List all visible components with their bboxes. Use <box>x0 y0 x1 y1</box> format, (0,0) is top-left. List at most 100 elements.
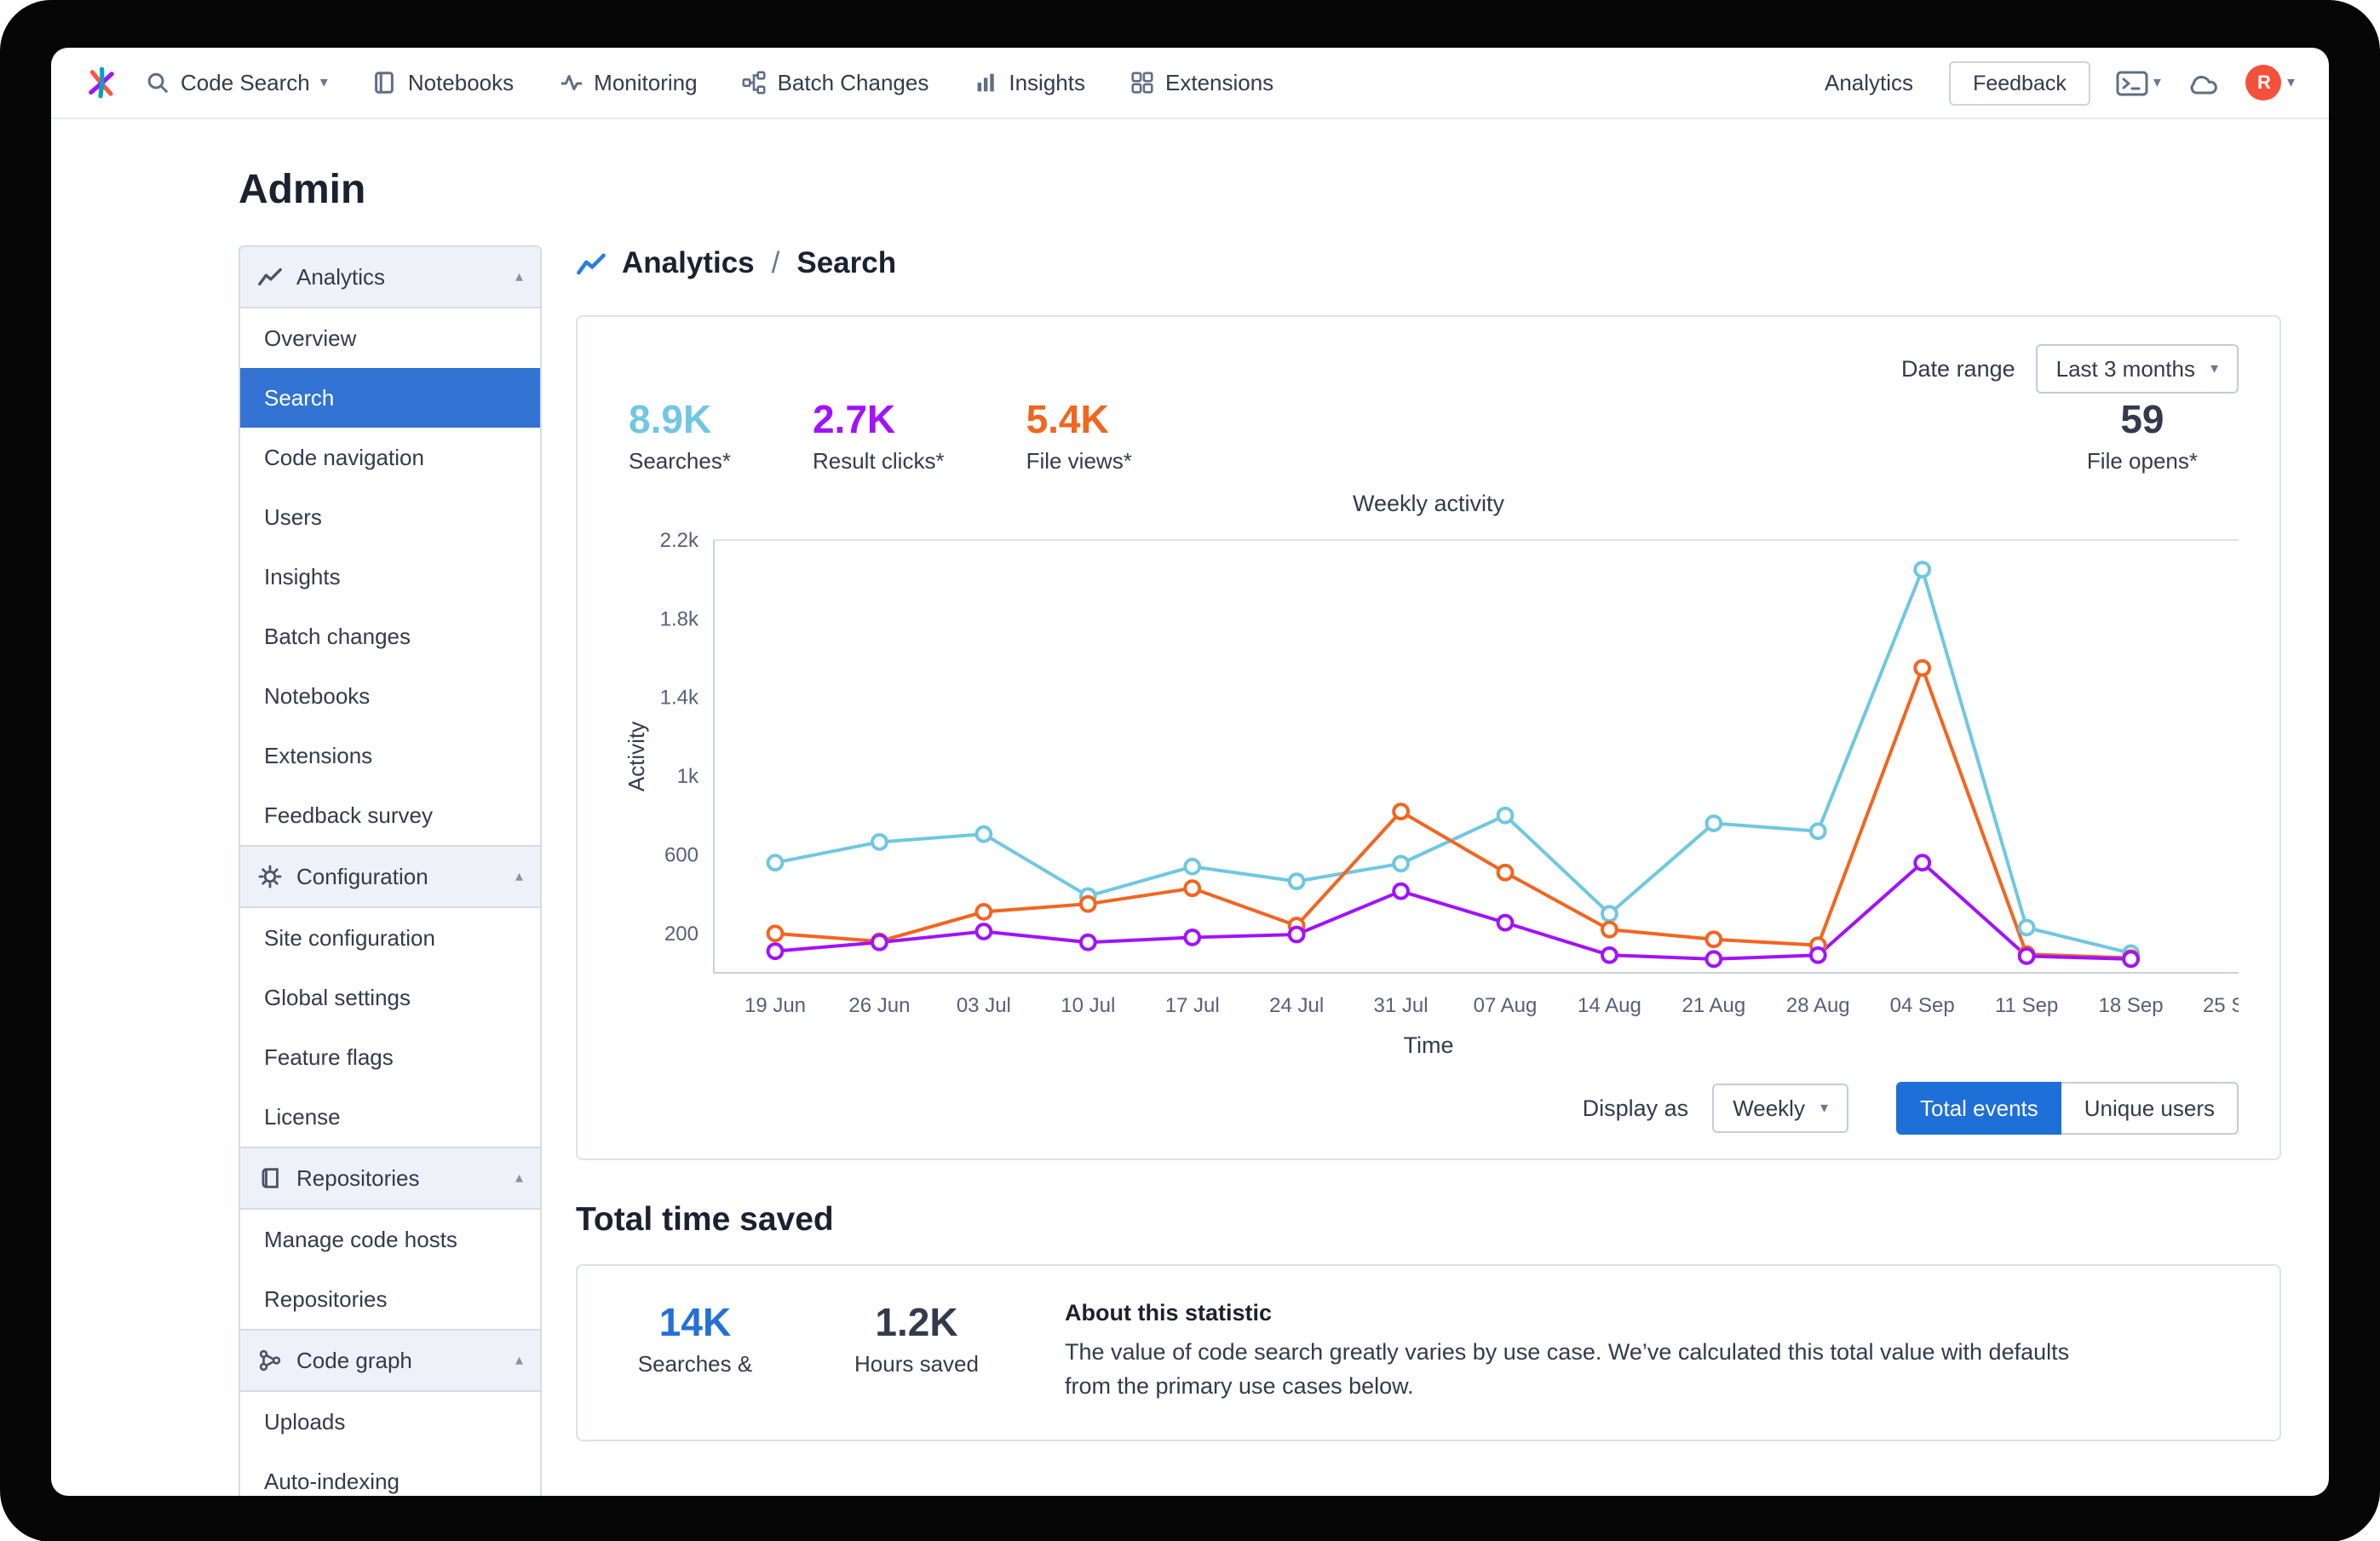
nav-item-insights[interactable]: Insights <box>973 70 1085 95</box>
chevron-down-icon: ▾ <box>1819 1099 1829 1116</box>
svg-text:18 Sep: 18 Sep <box>2099 994 2164 1017</box>
section-heading-total-time-saved: Total time saved <box>576 1201 834 1239</box>
chevron-down-icon: ▾ <box>2153 73 2161 90</box>
events-toggle-group: Total events Unique users <box>1896 1082 2239 1135</box>
stats-row: 8.9K Searches* 2.7K Result clicks* 5.4K … <box>618 397 2239 474</box>
terminal-icon <box>2116 70 2148 95</box>
total-events-button[interactable]: Total events <box>1896 1082 2062 1135</box>
nav-item-label: Extensions <box>1165 70 1274 95</box>
batch-changes-icon <box>742 70 767 95</box>
sidebar-item-batch-changes[interactable]: Batch changes <box>264 624 411 649</box>
time-saved-card: 14K Searches & 1.2K Hours saved About th… <box>576 1264 2281 1440</box>
cloud-status-button[interactable] <box>2187 69 2221 96</box>
breadcrumb-page: Search <box>796 245 897 279</box>
chevron-down-icon: ▾ <box>2286 73 2295 90</box>
stat-value: 59 <box>2120 397 2164 441</box>
terminal-menu-button[interactable]: ▾ <box>2116 69 2161 96</box>
display-as-select[interactable]: Weekly ▾ <box>1712 1084 1849 1133</box>
svg-text:19 Jun: 19 Jun <box>744 994 806 1017</box>
sidebar-item-overview[interactable]: Overview <box>264 325 357 351</box>
sidebar-item-extensions[interactable]: Extensions <box>264 743 373 768</box>
chevron-up-icon: ▴ <box>515 867 523 884</box>
nav-item-monitoring[interactable]: Monitoring <box>558 70 698 95</box>
sidebar-item-code-navigation[interactable]: Code navigation <box>264 445 424 470</box>
svg-text:1.4k: 1.4k <box>660 687 699 710</box>
feedback-button[interactable]: Feedback <box>1949 60 2090 105</box>
stat-label: File opens* <box>2086 448 2198 474</box>
display-as-value: Weekly <box>1733 1095 1805 1121</box>
sidebar-group-label: Configuration <box>296 864 428 889</box>
sidebar-group-label: Analytics <box>296 264 386 290</box>
svg-text:28 Aug: 28 Aug <box>1786 994 1850 1017</box>
display-as-row: Display as Weekly ▾ Total events Unique … <box>618 1082 2239 1135</box>
notebook-icon <box>372 70 398 95</box>
nav-item-code-search[interactable]: Code Search ▾ <box>145 70 328 95</box>
sidebar-item-uploads[interactable]: Uploads <box>264 1409 346 1435</box>
line-chart-icon <box>257 264 283 290</box>
nav-item-label: Code Search <box>181 70 310 95</box>
weekly-activity-chart: 200 600 1k 1.4k 1.8k 2.2k 19 Jun 26 Jun 03 Jul 10… <box>618 520 2239 1032</box>
sourcegraph-logo-icon[interactable] <box>85 66 118 99</box>
sidebar-item-feature-flags[interactable]: Feature flags <box>264 1044 394 1070</box>
sidebar-item-manage-code-hosts[interactable]: Manage code hosts <box>264 1227 457 1252</box>
about-statistic-text: The value of code search greatly varies … <box>1065 1339 2070 1400</box>
sidebar-item-search[interactable]: Search <box>240 368 540 428</box>
page-body: Admin Analytics ▴ Overview Search Code n… <box>51 119 2329 1496</box>
sidebar-item-feedback-survey[interactable]: Feedback survey <box>264 802 433 828</box>
stat-value: 8.9K <box>629 397 712 441</box>
svg-text:Activity: Activity <box>624 722 649 791</box>
weekly-activity-chart-svg: 200 600 1k 1.4k 1.8k 2.2k 19 Jun 26 Jun 03 Jul 10… <box>624 529 2239 1017</box>
svg-text:14 Aug: 14 Aug <box>1578 994 1641 1017</box>
user-menu-button[interactable]: R ▾ <box>2245 65 2295 101</box>
admin-sidebar: Analytics ▴ Overview Search Code navigat… <box>239 245 542 1496</box>
unique-users-button[interactable]: Unique users <box>2061 1082 2239 1135</box>
breadcrumb-section[interactable]: Analytics <box>622 245 755 279</box>
chevron-up-icon: ▴ <box>515 1351 523 1368</box>
breadcrumb-separator: / <box>771 245 780 279</box>
app-window: Code Search ▾ Notebooks Monitoring <box>51 48 2329 1496</box>
chevron-down-icon: ▾ <box>319 73 328 90</box>
nav-item-notebooks[interactable]: Notebooks <box>372 70 514 95</box>
sidebar-group-configuration[interactable]: Configuration ▴ <box>240 845 540 908</box>
stat-label: Searches* <box>629 448 731 474</box>
svg-text:04 Sep: 04 Sep <box>1890 994 1955 1017</box>
insights-icon <box>973 70 998 95</box>
analytics-card: Date range Last 3 months ▾ 8.9K Searches… <box>576 315 2281 1160</box>
stat-hours-saved: 1.2K Hours saved <box>843 1300 990 1405</box>
gear-icon <box>257 864 283 889</box>
sidebar-item-auto-indexing[interactable]: Auto-indexing <box>264 1469 400 1494</box>
stat-searches: 8.9K Searches* <box>629 397 731 474</box>
sidebar-item-notebooks[interactable]: Notebooks <box>264 683 371 709</box>
sidebar-item-license[interactable]: License <box>264 1104 341 1130</box>
sidebar-item-global-settings[interactable]: Global settings <box>264 985 411 1010</box>
date-range-select[interactable]: Last 3 months ▾ <box>2035 344 2239 394</box>
code-graph-icon <box>257 1348 283 1373</box>
stat-label: Result clicks* <box>812 448 945 474</box>
svg-text:25 Sep: 25 Sep <box>2203 994 2239 1017</box>
svg-text:11 Sep: 11 Sep <box>1995 994 2058 1017</box>
sidebar-item-repositories[interactable]: Repositories <box>264 1286 388 1312</box>
sidebar-item-site-configuration[interactable]: Site configuration <box>264 925 435 951</box>
display-as-label: Display as <box>1582 1095 1689 1121</box>
search-icon <box>145 70 170 95</box>
sidebar-group-code-graph[interactable]: Code graph ▴ <box>240 1329 540 1392</box>
sidebar-group-repositories[interactable]: Repositories ▴ <box>240 1147 540 1210</box>
svg-text:10 Jul: 10 Jul <box>1061 994 1115 1017</box>
nav-item-extensions[interactable]: Extensions <box>1130 70 1273 95</box>
avatar: R <box>2245 65 2282 101</box>
sidebar-item-insights[interactable]: Insights <box>264 564 341 589</box>
nav-analytics-link[interactable]: Analytics <box>1825 70 1914 95</box>
sidebar-group-analytics[interactable]: Analytics ▴ <box>240 247 540 308</box>
nav-item-batch-changes[interactable]: Batch Changes <box>742 70 928 95</box>
chart-title: Weekly activity <box>1352 491 1505 516</box>
page-title: Admin <box>239 167 366 213</box>
stat-value: 1.2K <box>875 1300 958 1344</box>
nav-item-label: Notebooks <box>407 70 515 95</box>
line-chart-icon <box>576 248 606 279</box>
top-navbar: Code Search ▾ Notebooks Monitoring <box>51 48 2329 119</box>
chevron-up-icon: ▴ <box>515 267 523 285</box>
sidebar-item-users[interactable]: Users <box>264 504 322 530</box>
stat-value: 2.7K <box>812 397 896 441</box>
svg-text:26 Jun: 26 Jun <box>848 994 910 1017</box>
